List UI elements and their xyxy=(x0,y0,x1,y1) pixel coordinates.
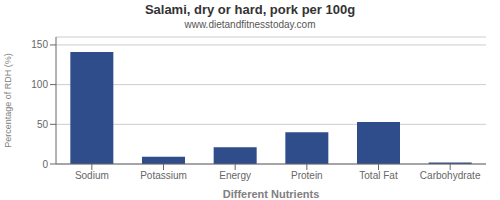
svg-text:0: 0 xyxy=(42,159,48,170)
svg-text:Protein: Protein xyxy=(291,170,323,181)
svg-text:Percentage of RDH (%): Percentage of RDH (%) xyxy=(8,53,13,148)
svg-text:Different Nutrients: Different Nutrients xyxy=(223,188,320,198)
svg-text:Energy: Energy xyxy=(219,170,251,181)
html-text:Salami, dry or hard, pork per: Salami, dry or hard, pork per 100g xyxy=(144,2,356,17)
svg-text:Sodium: Sodium xyxy=(75,170,109,181)
svg-text:Potassium: Potassium xyxy=(140,170,187,181)
svg-text:Carbohydrate: Carbohydrate xyxy=(420,170,481,181)
svg-text:150: 150 xyxy=(31,39,48,50)
svg-text:Total Fat: Total Fat xyxy=(359,170,398,181)
svg-text:50: 50 xyxy=(37,119,49,130)
html-text:www.dietandfitnesstoday.com: www.dietandfitnesstoday.com xyxy=(184,19,316,30)
svg-text:100: 100 xyxy=(31,79,48,90)
